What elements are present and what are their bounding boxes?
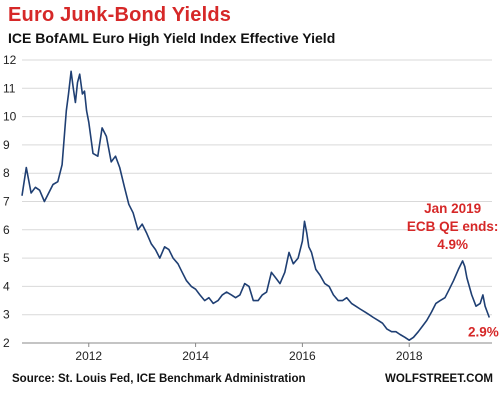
annotation-qe-line-2: 4.9% [437,237,468,252]
source-note: Source: St. Louis Fed, ICE Benchmark Adm… [12,373,306,385]
brand-label: WOLFSTREET.COM [385,373,493,385]
x-tick-label-2014: 2014 [182,349,209,363]
annotation-qe-line-0: Jan 2019 [424,201,481,216]
y-tick-label-5: 5 [3,251,10,265]
y-tick-label-12: 12 [3,53,17,67]
annotation-qe-line-1: ECB QE ends: [407,219,499,234]
series-line-0 [21,70,491,341]
y-tick-label-7: 7 [3,195,10,209]
y-tick-label-4: 4 [3,279,10,293]
y-tick-label-8: 8 [3,166,10,180]
x-tick-label-2018: 2018 [396,349,423,363]
annotations: Jan 2019 ECB QE ends: 4.9% 2.9% [407,201,499,340]
x-tick-label-2012: 2012 [75,349,102,363]
chart-title: Euro Junk-Bond Yields [8,4,232,26]
annotation-latest-value: 2.9% [468,325,499,340]
y-tick-label-2: 2 [3,336,10,350]
chart-subtitle: ICE BofAML Euro High Yield Index Effecti… [8,30,336,46]
axes: 2 3 4 5 6 7 8 9 10 11 12 2012 2014 2016 2018 [3,53,492,363]
series-layer [21,70,491,341]
grid-lines [22,59,492,344]
y-tick-label-3: 3 [3,308,10,322]
y-tick-label-9: 9 [3,138,10,152]
y-tick-label-6: 6 [3,223,10,237]
x-tick-label-2016: 2016 [289,349,316,363]
y-tick-label-10: 10 [3,110,17,124]
y-tick-label-11: 11 [3,81,16,95]
